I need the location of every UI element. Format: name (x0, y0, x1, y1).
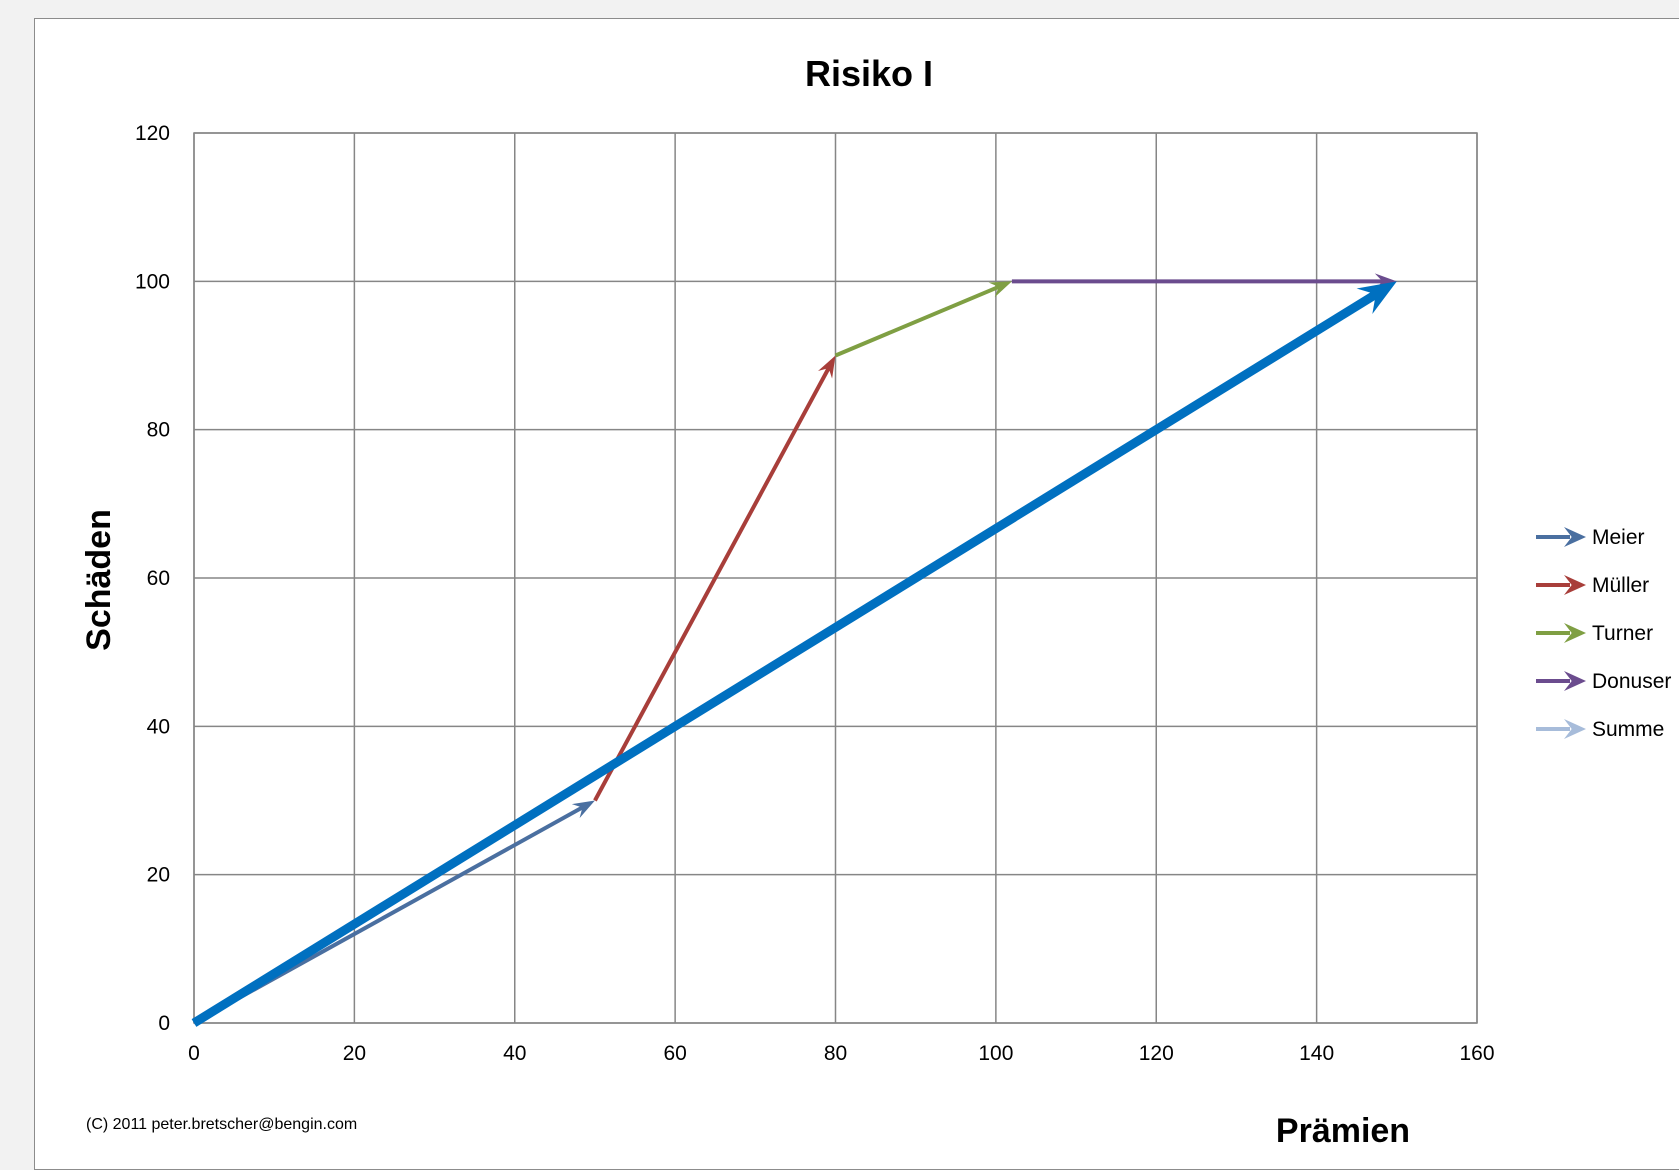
tick-labels: 0 20 40 60 80 100 120 140 160 0 20 40 60 80 100 120 (135, 122, 1495, 1065)
series-line-summe (191, 289, 1380, 1027)
arrowhead-meier (571, 800, 595, 819)
x-tick-label: 60 (663, 1042, 686, 1065)
legend-swatch-arrow (1564, 623, 1586, 643)
series-turner (834, 281, 1012, 358)
legend-swatch-arrow (1564, 575, 1586, 595)
grid (193, 132, 1478, 1024)
chart-frame (34, 18, 1679, 1170)
y-tick-label: 60 (147, 567, 170, 590)
x-tick-label: 140 (1299, 1042, 1334, 1065)
y-axis-title: Schäden (80, 509, 118, 651)
series-donuser (1011, 273, 1397, 290)
y-tick-label: 0 (158, 1012, 170, 1035)
series-line-turner (834, 284, 1001, 358)
y-tick-label: 100 (135, 270, 170, 293)
legend-swatch-arrow (1564, 527, 1586, 547)
x-tick-label: 80 (824, 1042, 847, 1065)
legend-item-turner: Turner (1536, 622, 1653, 645)
legend-label: Meier (1592, 526, 1645, 549)
arrowhead-m-ller (818, 355, 836, 379)
x-tick-label: 120 (1139, 1042, 1174, 1065)
x-tick-label: 20 (343, 1042, 366, 1065)
y-tick-label: 20 (147, 864, 170, 887)
series-layer (191, 273, 1397, 1027)
legend-item-summe: Summe (1536, 718, 1664, 741)
x-axis-title: Prämien (1276, 1112, 1410, 1150)
legend-swatch-arrow (1564, 719, 1586, 739)
series-line-m-ller (593, 366, 831, 802)
x-tick-label: 100 (978, 1042, 1013, 1065)
series-m-ller (593, 355, 836, 802)
y-tick-label: 40 (147, 715, 170, 738)
legend-item-meier: Meier (1536, 526, 1645, 549)
legend-label: Donuser (1592, 670, 1671, 693)
legend-item-m-ller: Müller (1536, 574, 1649, 597)
legend-label: Müller (1592, 574, 1649, 597)
legend-swatch-arrow (1564, 671, 1586, 691)
x-tick-label: 160 (1459, 1042, 1494, 1065)
legend-label: Turner (1592, 622, 1653, 645)
legend-label: Summe (1592, 718, 1664, 741)
credit-text: (C) 2011 peter.bretscher@bengin.com (86, 1116, 357, 1133)
y-tick-label: 80 (147, 419, 170, 442)
arrowhead-summe (1356, 281, 1397, 315)
legend: Meier Müller Turner Donuser Summe (1536, 526, 1671, 741)
chart-title: Risiko I (805, 53, 933, 94)
arrowhead-turner (988, 281, 1012, 298)
x-tick-label: 0 (188, 1042, 200, 1065)
y-tick-label: 120 (135, 122, 170, 145)
x-tick-label: 40 (503, 1042, 526, 1065)
series-summe (191, 281, 1397, 1027)
legend-item-donuser: Donuser (1536, 670, 1671, 693)
